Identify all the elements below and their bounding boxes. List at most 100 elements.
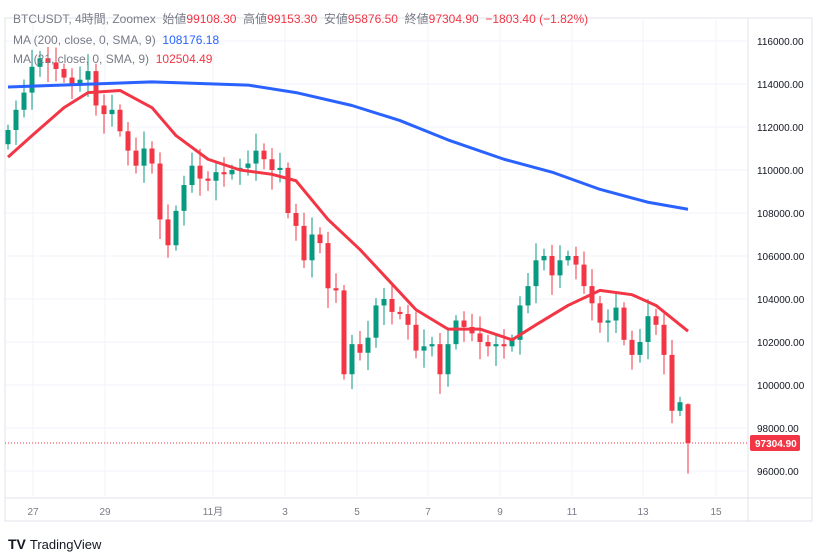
candle xyxy=(205,171,211,191)
candle-body xyxy=(677,402,683,411)
ma21-legend[interactable]: MA (21, close, 0, SMA, 9) 102504.49 xyxy=(13,52,212,66)
x-tick-label: 5 xyxy=(354,507,360,518)
candle xyxy=(269,148,275,190)
candle-body xyxy=(13,109,19,131)
candle-body xyxy=(133,150,139,166)
candle xyxy=(557,245,563,288)
candle xyxy=(469,313,475,342)
candle xyxy=(37,50,43,77)
candle xyxy=(157,152,163,240)
candle-body xyxy=(397,311,403,315)
candle xyxy=(597,295,603,333)
ma21-value: 102504.49 xyxy=(155,52,213,66)
candle xyxy=(357,331,363,361)
candle xyxy=(685,403,691,474)
candle-body xyxy=(517,305,523,340)
candle xyxy=(605,309,611,343)
candle-body xyxy=(341,290,347,375)
candle-body xyxy=(253,150,259,164)
candle xyxy=(397,306,403,320)
candle-body xyxy=(581,264,587,287)
candle xyxy=(421,329,427,368)
candle-body xyxy=(85,71,91,80)
ma21-label: MA (21, close, 0, SMA, 9) xyxy=(13,52,150,66)
candle-body xyxy=(285,167,291,213)
candle-body xyxy=(125,131,131,151)
candle xyxy=(621,302,627,346)
candle-body xyxy=(277,167,283,170)
y-tick-label: 104000.00 xyxy=(757,295,805,306)
candle-body xyxy=(477,333,483,342)
candle xyxy=(197,148,203,196)
candle-body xyxy=(149,148,155,164)
candle-body xyxy=(653,316,659,325)
candle-body xyxy=(165,219,171,246)
candle-body xyxy=(621,307,627,340)
candle-body xyxy=(533,260,539,287)
candle-body xyxy=(317,234,323,244)
candle-body xyxy=(597,303,603,323)
close-label: 終値 xyxy=(404,12,429,26)
y-tick-label: 98000.00 xyxy=(757,424,799,435)
candle-body xyxy=(485,342,491,347)
last-price-label: 97304.90 xyxy=(755,439,797,450)
candle xyxy=(677,396,683,417)
candle-body xyxy=(245,163,251,168)
ma200-legend[interactable]: MA (200, close, 0, SMA, 9) 108176.18 xyxy=(13,33,219,47)
candle-body xyxy=(309,234,315,261)
candle xyxy=(285,162,291,219)
tradingview-logo[interactable]: TV TradingView xyxy=(8,536,101,552)
x-tick-label: 15 xyxy=(710,507,722,518)
candle-body xyxy=(5,130,11,145)
candle xyxy=(549,244,555,295)
candle-body xyxy=(493,344,499,347)
candle-body xyxy=(501,344,507,347)
candle-body xyxy=(509,339,515,347)
y-tick-label: 96000.00 xyxy=(757,467,799,478)
candle-body xyxy=(197,165,203,179)
low-value: 95876.50 xyxy=(347,12,398,26)
candle xyxy=(509,334,515,352)
candle xyxy=(77,66,83,92)
candle xyxy=(173,205,179,251)
candle xyxy=(261,143,267,170)
candle xyxy=(645,299,651,360)
candle xyxy=(653,308,659,335)
candle-body xyxy=(21,92,27,110)
candle-body xyxy=(333,288,339,291)
open-label: 始値 xyxy=(162,12,187,26)
candle xyxy=(45,47,51,83)
candle xyxy=(493,332,499,366)
candle-body xyxy=(61,68,67,78)
candle-body xyxy=(605,320,611,323)
close-value: 97304.90 xyxy=(428,12,479,26)
candle-body xyxy=(573,256,579,265)
candle-body xyxy=(405,314,411,325)
candlestick-chart[interactable]: 96000.00 98000.00 100000.00 102000.00 104000… xyxy=(0,0,817,530)
candle-body xyxy=(669,354,675,411)
x-tick-label: 27 xyxy=(27,507,39,518)
candle xyxy=(613,292,619,333)
candle xyxy=(189,152,195,193)
candle-body xyxy=(37,58,43,67)
candle xyxy=(389,283,395,325)
candle xyxy=(461,311,467,342)
candle xyxy=(405,304,411,340)
candle xyxy=(85,54,91,97)
candle xyxy=(61,63,67,83)
low-label: 安値 xyxy=(323,12,348,26)
candle-body xyxy=(365,337,371,353)
candle-body xyxy=(109,109,115,115)
candle xyxy=(133,137,139,174)
candle-body xyxy=(557,260,563,276)
candle xyxy=(101,94,107,134)
x-tick-label: 29 xyxy=(99,507,111,518)
candle-body xyxy=(525,286,531,306)
candle xyxy=(117,104,123,137)
candle-body xyxy=(381,299,387,306)
candle xyxy=(517,296,523,355)
candle-body xyxy=(445,344,451,375)
candle-body xyxy=(325,243,331,289)
x-tick-label: 9 xyxy=(497,507,503,518)
x-tick-label: 3 xyxy=(282,507,288,518)
